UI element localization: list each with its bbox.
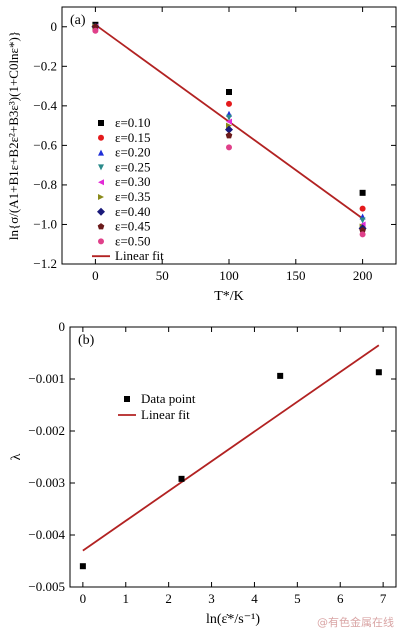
y-axis-label: λ <box>9 453 24 460</box>
legend-marker <box>97 207 105 216</box>
legend-label: ε=0.50 <box>115 233 151 248</box>
x-tick-label: 50 <box>156 268 169 283</box>
plot-frame <box>69 326 397 588</box>
legend-marker <box>98 194 104 200</box>
y-tick-label: −0.003 <box>28 475 65 490</box>
legend-marker <box>98 120 104 126</box>
x-tick-label: 1 <box>123 591 130 606</box>
data-point <box>225 132 233 139</box>
data-point <box>359 226 366 234</box>
x-tick-label: 0 <box>92 268 99 283</box>
y-tick-label: −0.002 <box>28 423 65 438</box>
data-point <box>375 369 382 376</box>
y-tick-label: −0.005 <box>28 579 65 594</box>
legend-label: ε=0.45 <box>115 219 151 234</box>
data-point <box>359 205 366 212</box>
y-axis-label: ln{σ/(A1+B1ε+B2ε²+B3ε³)(1+C0lnε*)} <box>6 31 21 240</box>
legend-label: ε=0.10 <box>115 115 151 130</box>
data-point <box>225 125 233 134</box>
data-point <box>359 217 366 224</box>
y-tick-label: −0.2 <box>33 58 57 73</box>
y-tick-label: −0.004 <box>28 527 65 542</box>
x-tick-label: 150 <box>286 268 306 283</box>
panel-b: 0 1 2 3 4 5 6 7 0 −0.001 −0.002 −0.003 −0.004 −0.005 (… <box>9 319 397 627</box>
fit-line <box>82 344 380 552</box>
data-point <box>359 231 366 238</box>
legend-marker <box>98 134 104 141</box>
legend-label: Data point <box>141 391 196 406</box>
x-axis-label: T*/K <box>214 289 244 304</box>
data-point <box>226 118 232 125</box>
data-point <box>79 563 86 570</box>
x-tick-label: 100 <box>219 268 239 283</box>
data-point <box>277 372 284 379</box>
x-tick-label: 0 <box>80 591 87 606</box>
legend-label: ε=0.40 <box>115 204 151 219</box>
x-tick-label: 4 <box>251 591 258 606</box>
panel-label: (b) <box>78 333 95 348</box>
legend-marker <box>97 223 105 230</box>
data-point <box>92 27 99 34</box>
legend-marker <box>124 396 130 402</box>
y-tick-label: −0.6 <box>33 137 57 152</box>
data-point <box>226 114 232 121</box>
x-tick-label: 3 <box>208 591 215 606</box>
x-tick-label: 6 <box>337 591 344 606</box>
y-tick-label: 0 <box>59 319 66 334</box>
data-point <box>359 189 366 196</box>
legend-label: ε=0.35 <box>115 189 151 204</box>
data-point <box>226 89 232 96</box>
legend-marker <box>98 164 104 171</box>
legend-label: ε=0.15 <box>115 130 151 145</box>
y-tick-label: −1.0 <box>33 216 57 231</box>
x-axis-label: ln(ε̇*/s⁻¹) <box>206 612 260 627</box>
data-point <box>178 475 185 482</box>
legend-label: ε=0.30 <box>115 174 151 189</box>
x-tick-label: 2 <box>165 591 172 606</box>
y-tick-label: −0.001 <box>28 371 65 386</box>
panel-label: (a) <box>70 13 86 28</box>
legend-label-fit: Linear fit <box>141 407 190 422</box>
legend-label: ε=0.25 <box>115 159 151 174</box>
data-point <box>226 100 232 107</box>
legend-marker <box>98 179 104 186</box>
legend-label: ε=0.20 <box>115 145 151 160</box>
y-tick-label: −0.4 <box>33 98 57 113</box>
y-tick-label: 0 <box>51 19 58 34</box>
x-tick-label: 5 <box>294 591 301 606</box>
data-point <box>92 23 99 30</box>
x-tick-label: 200 <box>353 268 373 283</box>
legend-marker <box>98 238 104 245</box>
y-tick-label: −0.8 <box>33 177 57 192</box>
panel-a: 0 50 100 150 200 0 −0.2 −0.4 −0.6 −0.8 −1.0 −1.2 (a)… <box>6 6 397 304</box>
data-point <box>226 144 232 151</box>
watermark: @有色金属在线 <box>317 615 394 629</box>
y-tick-label: −1.2 <box>33 256 57 271</box>
legend-label-fit: Linear fit <box>115 248 164 263</box>
x-tick-label: 7 <box>380 591 387 606</box>
legend-marker <box>98 149 104 156</box>
